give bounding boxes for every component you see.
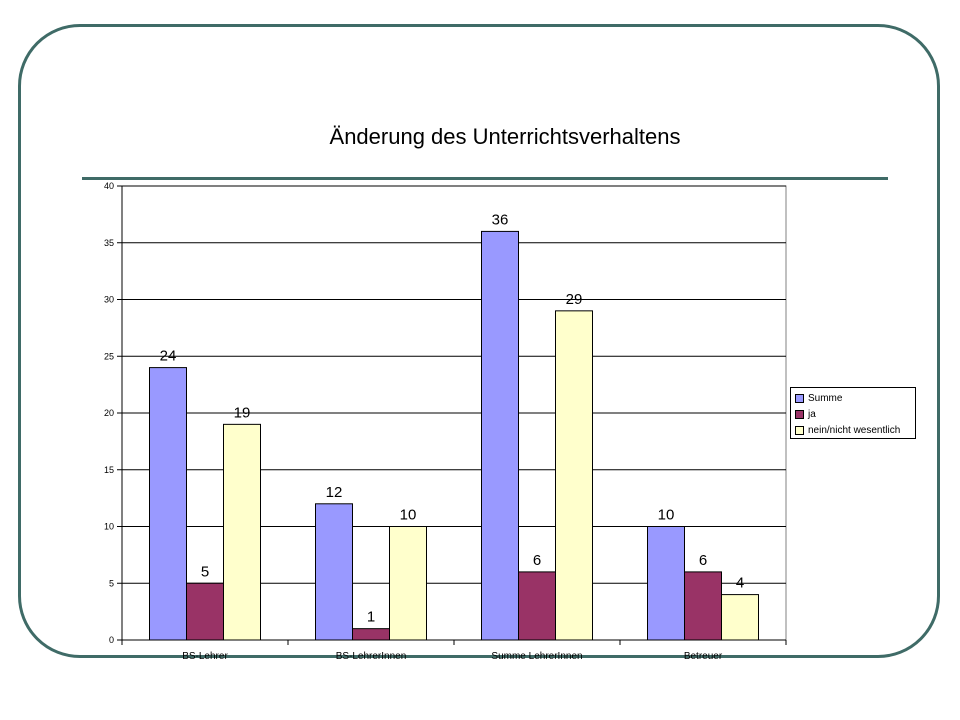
y-tick-label: 10	[104, 522, 114, 532]
bar	[149, 367, 187, 641]
x-tick-label: BS-LehrerInnen	[336, 651, 407, 662]
y-tick-label: 35	[104, 238, 114, 248]
bar	[389, 526, 427, 641]
bar	[352, 628, 390, 641]
title-divider	[82, 177, 888, 180]
x-tick-label: BS-Lehrer	[182, 651, 228, 662]
bar	[721, 594, 759, 641]
chart-title: Änderung des Unterrichtsverhaltens	[329, 124, 681, 149]
legend-swatch	[795, 409, 804, 419]
data-label: 24	[160, 348, 177, 365]
y-tick-label: 0	[109, 635, 114, 645]
data-label: 6	[699, 552, 707, 569]
y-tick-label: 20	[104, 408, 114, 418]
bar	[518, 571, 556, 641]
data-label: 12	[326, 484, 343, 501]
legend-swatch	[795, 425, 804, 435]
data-label: 5	[201, 563, 209, 580]
data-label: 36	[492, 211, 509, 228]
y-tick-label: 40	[104, 181, 114, 191]
data-label: 19	[234, 404, 251, 421]
chart-legend: Summe ja nein/nicht wesentlich	[790, 387, 916, 439]
bar	[684, 571, 722, 641]
bar	[647, 526, 685, 641]
data-label: 29	[566, 291, 583, 308]
legend-entry: nein/nicht wesentlich	[795, 422, 911, 438]
data-label: 1	[367, 609, 375, 626]
legend-label: ja	[808, 408, 816, 420]
legend-entry: Summe	[795, 390, 911, 406]
y-tick-label: 5	[109, 578, 114, 588]
data-label: 10	[658, 507, 675, 524]
x-tick-label: Betreuer	[684, 651, 723, 662]
data-label: 10	[400, 507, 417, 524]
y-tick-label: 25	[104, 351, 114, 361]
legend-swatch	[795, 393, 804, 403]
x-tick-label: Summe LehrerInnen	[491, 651, 582, 662]
bar	[223, 423, 261, 641]
y-tick-label: 30	[104, 295, 114, 305]
data-label: 6	[533, 552, 541, 569]
bar	[186, 582, 224, 641]
y-tick-label: 15	[104, 465, 114, 475]
bar	[315, 503, 353, 641]
data-label: 4	[736, 575, 744, 592]
legend-label: nein/nicht wesentlich	[808, 424, 901, 436]
bar	[481, 230, 519, 641]
legend-label: Summe	[808, 392, 843, 404]
bar	[555, 310, 593, 641]
slide-frame	[18, 24, 940, 658]
legend-entry: ja	[795, 406, 911, 422]
